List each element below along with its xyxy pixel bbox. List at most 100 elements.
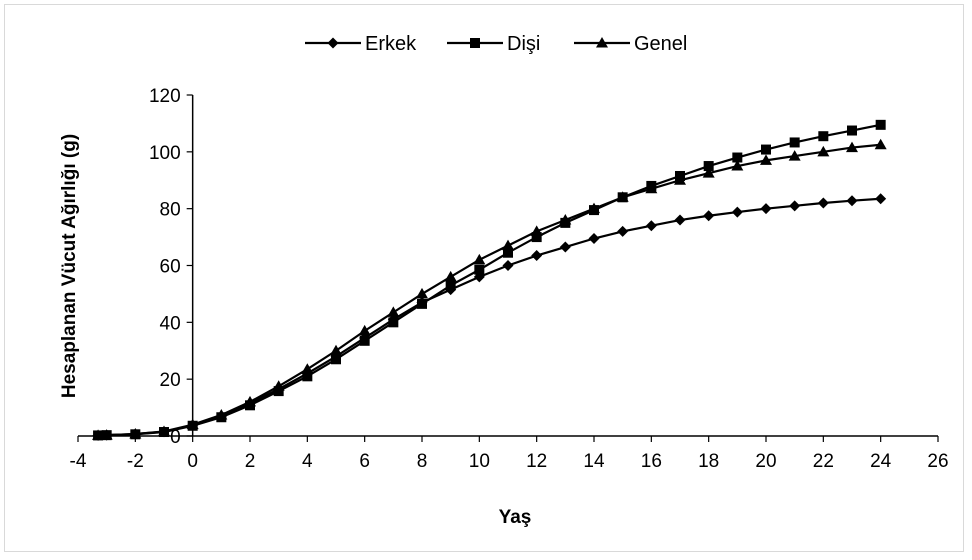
data-point xyxy=(502,260,514,271)
data-point xyxy=(674,214,686,226)
x-tick-label: -2 xyxy=(127,451,144,472)
legend-item-dişi: Dişi xyxy=(447,33,540,55)
data-point xyxy=(331,354,341,365)
legend-label: Dişi xyxy=(507,33,540,55)
data-point xyxy=(358,324,371,336)
x-tick-label: 24 xyxy=(870,451,892,472)
series-group xyxy=(92,119,887,441)
data-point xyxy=(789,137,800,148)
data-point xyxy=(330,344,342,356)
data-point xyxy=(817,197,829,209)
y-tick-label: 100 xyxy=(149,143,181,164)
x-tick-label: 2 xyxy=(245,451,256,472)
data-point xyxy=(846,195,858,207)
series-line xyxy=(98,143,881,437)
x-tick-label: 4 xyxy=(302,451,313,472)
data-point xyxy=(158,425,170,436)
data-point xyxy=(846,141,858,153)
legend-label: Erkek xyxy=(365,33,417,55)
data-point xyxy=(875,193,887,205)
data-point xyxy=(588,202,600,214)
data-point xyxy=(302,371,313,382)
data-point xyxy=(874,138,887,150)
data-point xyxy=(616,191,629,202)
data-point xyxy=(702,167,715,178)
data-point xyxy=(100,429,113,440)
data-point xyxy=(301,363,314,374)
data-point xyxy=(129,428,142,439)
data-point xyxy=(445,280,456,291)
y-tick-label: 20 xyxy=(160,370,181,391)
x-axis-title: Yaş xyxy=(499,507,532,528)
data-point xyxy=(760,154,772,165)
data-point xyxy=(789,200,801,212)
series-dişi xyxy=(93,119,886,441)
data-point xyxy=(388,317,399,328)
y-tick-label: 80 xyxy=(160,200,181,221)
data-point xyxy=(272,380,285,391)
data-point xyxy=(559,214,572,225)
x-tick-label: -4 xyxy=(70,451,87,472)
data-point xyxy=(645,182,658,194)
data-point xyxy=(417,298,427,309)
x-tick-label: 0 xyxy=(187,451,198,472)
data-point xyxy=(474,264,485,275)
y-tick-label: 60 xyxy=(160,257,181,278)
data-point xyxy=(92,429,105,440)
y-tick-label: 120 xyxy=(149,86,181,107)
data-point xyxy=(531,250,543,262)
legend-item-erkek: Erkek xyxy=(305,33,417,55)
legend-label: Genel xyxy=(634,33,687,55)
data-point xyxy=(416,287,428,299)
data-point xyxy=(531,232,542,243)
data-point xyxy=(788,150,801,161)
x-tick-label: 8 xyxy=(417,451,428,472)
series-line xyxy=(98,197,881,437)
data-point xyxy=(731,206,743,218)
data-point xyxy=(761,144,771,155)
data-point xyxy=(273,386,284,397)
legend-marker xyxy=(327,37,339,49)
y-tick-label: 40 xyxy=(160,313,181,334)
data-point xyxy=(617,225,629,237)
legend: Erkek Dişi Genel xyxy=(305,33,687,55)
legend-marker xyxy=(596,37,608,48)
x-tick-label: 16 xyxy=(641,451,662,472)
x-tick-label: 12 xyxy=(526,451,547,472)
legend-marker xyxy=(470,38,480,48)
x-tick-labels: -4 -2 0 2 4 6 8 10 12 14 16 18 20 22 24 26 xyxy=(70,436,949,472)
data-point xyxy=(359,335,370,346)
series-genel xyxy=(92,138,887,440)
data-point xyxy=(703,161,714,172)
data-point xyxy=(703,210,715,222)
x-tick-label: 14 xyxy=(583,451,605,472)
data-point xyxy=(530,225,543,236)
x-tick-label: 22 xyxy=(813,451,834,472)
data-point xyxy=(817,145,830,157)
data-point xyxy=(674,174,686,185)
x-tick-label: 10 xyxy=(469,451,490,472)
data-point xyxy=(502,239,514,251)
series-erkek xyxy=(92,193,887,441)
data-point xyxy=(503,247,513,258)
data-point xyxy=(731,160,744,171)
data-point xyxy=(186,418,199,430)
legend-item-genel: Genel xyxy=(574,33,687,55)
data-point xyxy=(473,253,486,265)
data-point xyxy=(559,241,571,253)
data-point xyxy=(215,408,228,420)
chart-frame xyxy=(4,4,964,552)
x-tick-label: 6 xyxy=(359,451,370,472)
data-point xyxy=(875,119,886,130)
data-point xyxy=(847,125,857,136)
y-tick-labels: 0 20 40 60 80 100 120 xyxy=(149,86,193,448)
x-tick-label: 18 xyxy=(698,451,719,472)
y-axis-title: Hesaplanan Vücut Ağırlığı (g) xyxy=(59,134,80,398)
data-point xyxy=(387,306,400,317)
data-point xyxy=(818,131,829,142)
data-point xyxy=(645,220,657,232)
x-tick-label: 26 xyxy=(927,451,948,472)
data-point xyxy=(760,203,772,215)
y-tick-label: 0 xyxy=(170,427,181,448)
